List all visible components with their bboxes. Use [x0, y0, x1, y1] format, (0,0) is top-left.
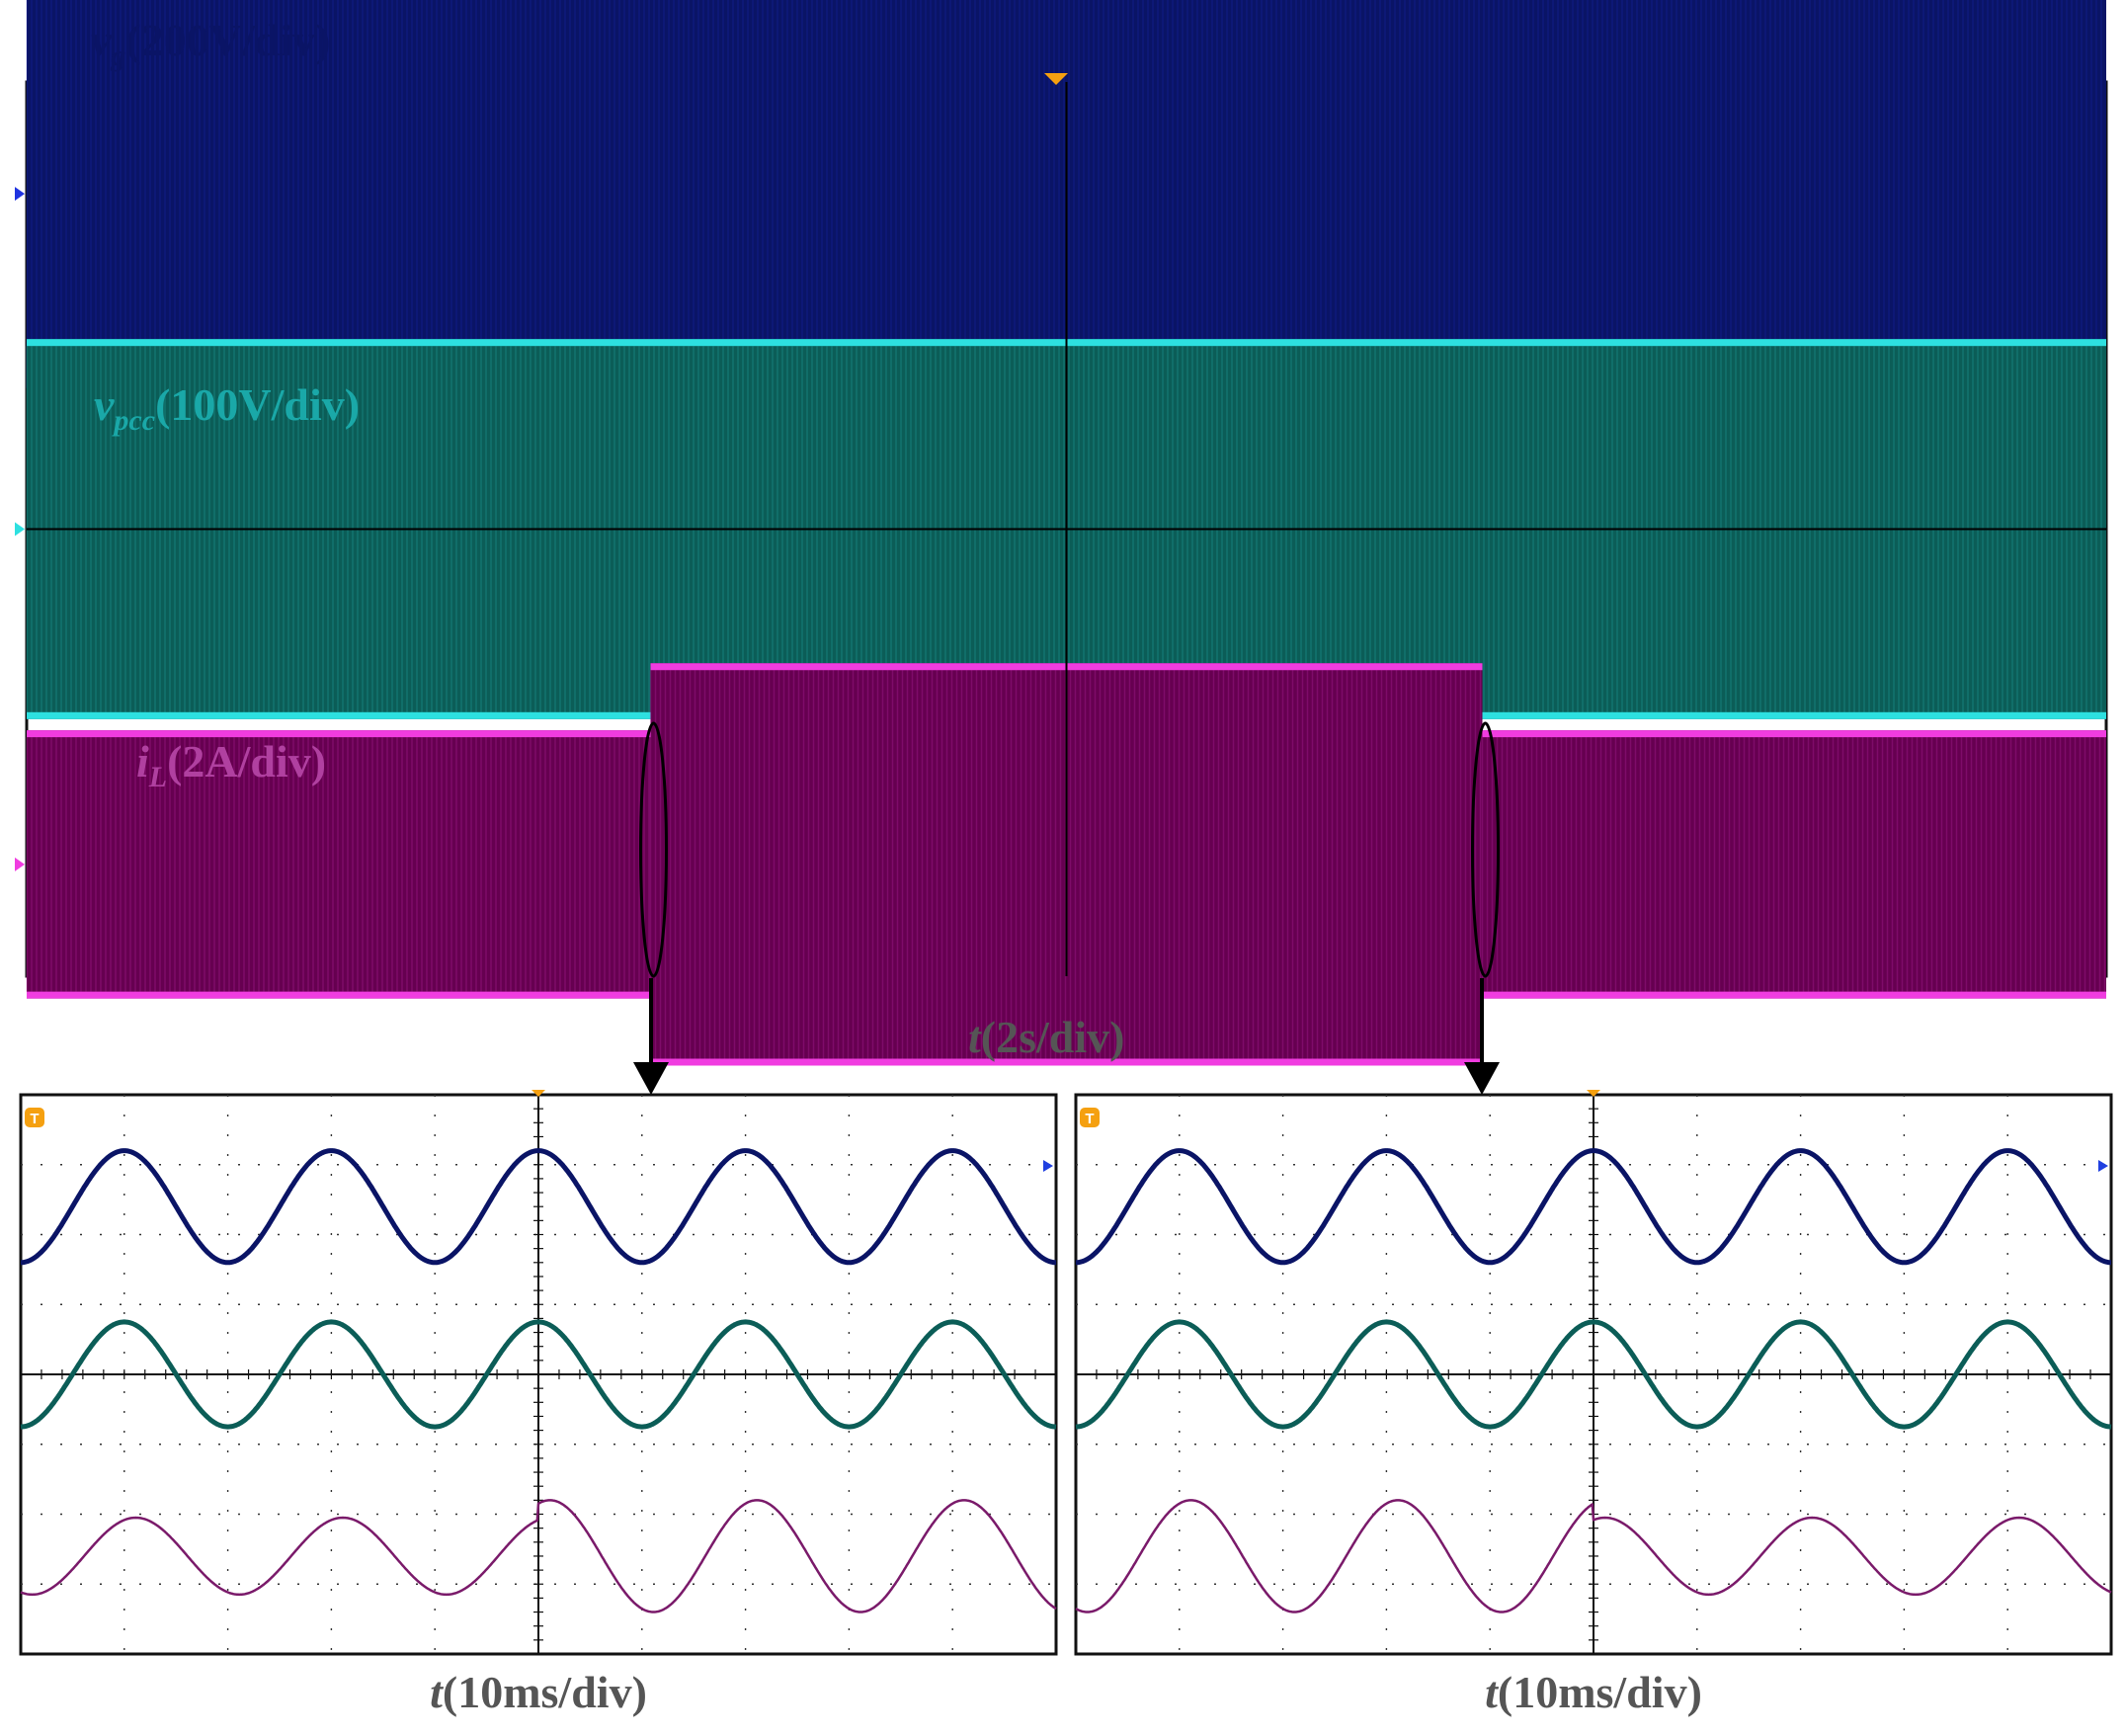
zoom-right-traces [1074, 1148, 2113, 1613]
zoom-right-vpcc-waveform [1074, 1319, 2113, 1430]
event-marker-ellipse-2 [1471, 721, 1500, 978]
zoom-right-iL-waveform [1075, 1499, 2112, 1613]
zoom-right-trigger-marker [1587, 1090, 1600, 1097]
svg-text:T: T [1085, 1111, 1094, 1127]
zoom-left-vpcc-waveform [19, 1319, 1058, 1430]
il-envelope-bottom-edge [650, 1058, 1483, 1066]
il-envelope-top-edge [1482, 730, 2106, 738]
zoom-arrow-right [1464, 978, 1500, 1095]
il-envelope-texture [1481, 737, 2106, 992]
zoom-right-ref-marker [2098, 1160, 2108, 1172]
zoom-left-traces [19, 1148, 1058, 1613]
event-marker-ellipse-1 [639, 721, 668, 978]
zoom-arrow-left [633, 978, 669, 1095]
trigger-badge-right: T [1080, 1108, 1100, 1127]
zoom-left-time-label: t(10ms/div) [430, 1667, 647, 1717]
il-envelope-ground-marker [15, 857, 25, 871]
zoom-left-vg-waveform [19, 1148, 1058, 1266]
vg-envelope-texture [26, 0, 2102, 388]
svg-text:T: T [30, 1111, 39, 1127]
overview-traces [15, 0, 2106, 1066]
zoom-left-iL-waveform [20, 1499, 1057, 1613]
zoom-right-vg-waveform [1074, 1148, 2113, 1266]
il-envelope-texture [26, 737, 650, 992]
vpcc-label: vpcc(100V/div) [94, 379, 360, 437]
il-envelope-band [1482, 730, 2106, 999]
vg-envelope-ground-marker [15, 187, 25, 202]
overview-time-label: t(2s/div) [968, 1012, 1124, 1062]
trigger-position-marker [1044, 73, 1068, 85]
il-envelope-band [27, 730, 651, 999]
il-envelope-bottom-edge [1482, 991, 2106, 999]
zoom-left-trigger-marker [531, 1090, 545, 1097]
trigger-badge-left: T [25, 1108, 44, 1127]
zoom-panel-right: T [1074, 1090, 2113, 1656]
zoom-left-grid [20, 1094, 1057, 1655]
il-envelope-top-edge [27, 730, 651, 738]
il-label: iL(2A/div) [136, 736, 326, 793]
il-envelope-texture [649, 670, 1482, 1059]
zoom-right-time-label: t(10ms/div) [1485, 1667, 1702, 1717]
overview-scope-panel [15, 0, 2108, 1066]
overview-event-markers [639, 721, 1500, 978]
zoom-panel-left: T [19, 1090, 1058, 1656]
zoom-left-ref-marker [1043, 1160, 1053, 1172]
vg-label: vg(200V/div) [91, 15, 330, 72]
il-envelope-bottom-edge [27, 991, 651, 999]
vpcc-envelope-ground-marker [15, 522, 25, 537]
